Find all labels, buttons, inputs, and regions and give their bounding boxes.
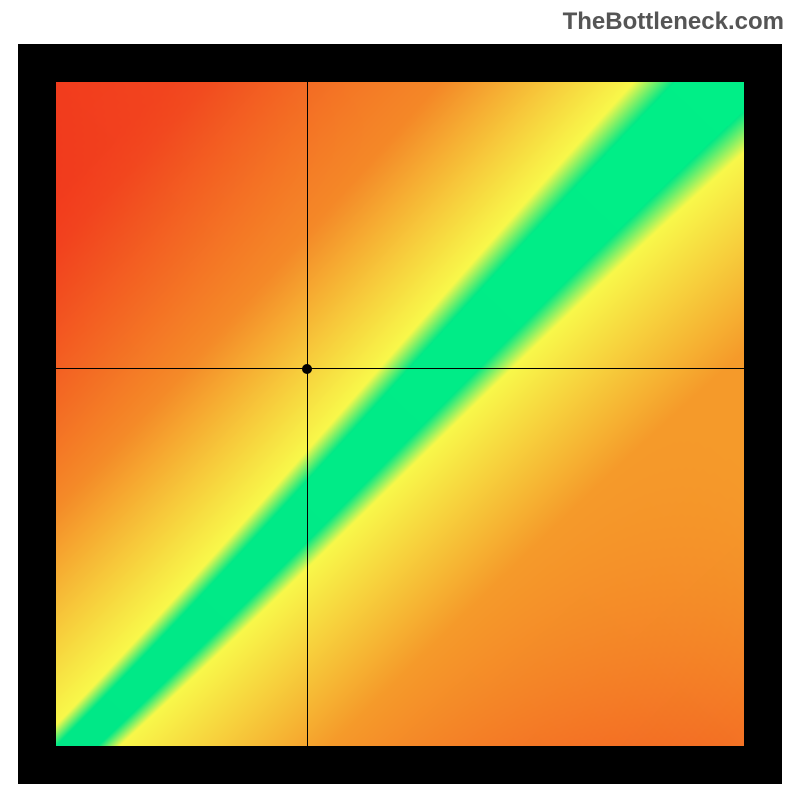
crosshair-horizontal xyxy=(56,368,744,369)
crosshair-vertical xyxy=(307,82,308,746)
chart-container: TheBottleneck.com xyxy=(0,0,800,800)
crosshair-point xyxy=(302,364,312,374)
watermark-text: TheBottleneck.com xyxy=(563,8,784,36)
plot-area xyxy=(56,82,744,746)
heatmap-canvas xyxy=(56,82,744,746)
